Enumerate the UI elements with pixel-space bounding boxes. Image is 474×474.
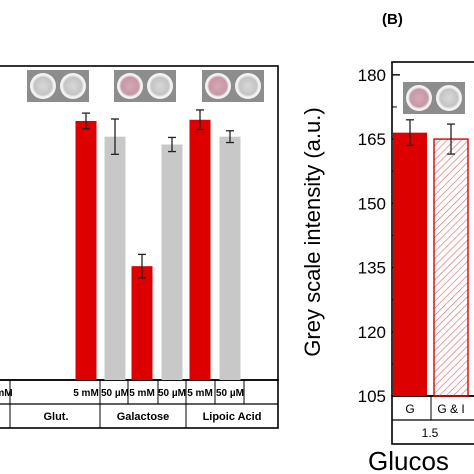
panel-b-y-axis-title: Grey scale intensity (a.u.) [300,107,325,356]
bar-galactose-5-mm [131,266,153,380]
sub-category-label: mM [0,388,13,399]
well-image-glut [27,70,89,102]
bar-lipoic-acid-50-m [219,136,241,380]
sub-category-label: 5 mM [187,388,213,399]
sub-category-label: 5 mM [129,388,155,399]
panel-b-x-axis-title: Glucos [368,446,449,474]
sub-category-label: 50 µM [158,388,186,399]
y-tick-label: 150 [358,194,386,213]
sub-category-label: 5 mM [73,388,99,399]
error-bar-glut-5-mm [82,112,90,130]
error-bar-lipoic-acid-50-m [226,130,234,144]
error-bar-lipoic-acid-5-mm [196,109,204,131]
well-image [403,82,465,114]
group-label-lipoic-acid: Lipoic Acid [203,411,262,423]
error-bar-galactose-5-mm [138,253,146,279]
error-bar-g-i [447,123,455,155]
sub-category-label: G [405,402,414,416]
panel-a-well-images [27,70,264,102]
bar-g-i [433,138,469,397]
y-tick-label: 135 [358,259,386,278]
well-image-galactose [114,70,176,102]
bar-lipoic-acid-5-mm [189,119,211,381]
panel-b-label: (B) [382,11,403,28]
panel-b-bars [393,119,469,397]
panel-b: (B) Grey scale intensity (a.u.) 105 120 13… [300,11,474,474]
sub-category-label: 50 µM [216,388,244,399]
group-label-glut: Glut. [43,411,68,423]
panel-b-y-ticks: 105 120 135 150 165 180 [358,66,400,406]
group-label-galactose: Galactose [117,411,170,423]
well-image-lipoic-acid [202,70,264,102]
group-label: 1.5 [422,426,439,440]
y-tick-label: 105 [358,387,386,406]
bar-g [393,132,427,396]
panel-a-bars [75,109,241,381]
error-bar-galactose-50-m [168,136,176,153]
panel-b-category-labels: G G & I 1.5 [405,396,465,440]
panel-b-well-images [403,82,465,114]
sub-category-label: 50 µM [101,388,129,399]
bar-glut-5-mm [75,120,97,380]
sub-category-label: G & I [437,402,464,416]
error-bar-glut-50-m [111,118,119,155]
y-tick-label: 165 [358,130,386,149]
y-tick-label: 180 [358,66,386,85]
bar-glut-50-m [104,136,126,380]
error-bar-g [406,119,414,147]
bar-galactose-50-m [161,144,183,380]
y-tick-label: 120 [358,323,386,342]
